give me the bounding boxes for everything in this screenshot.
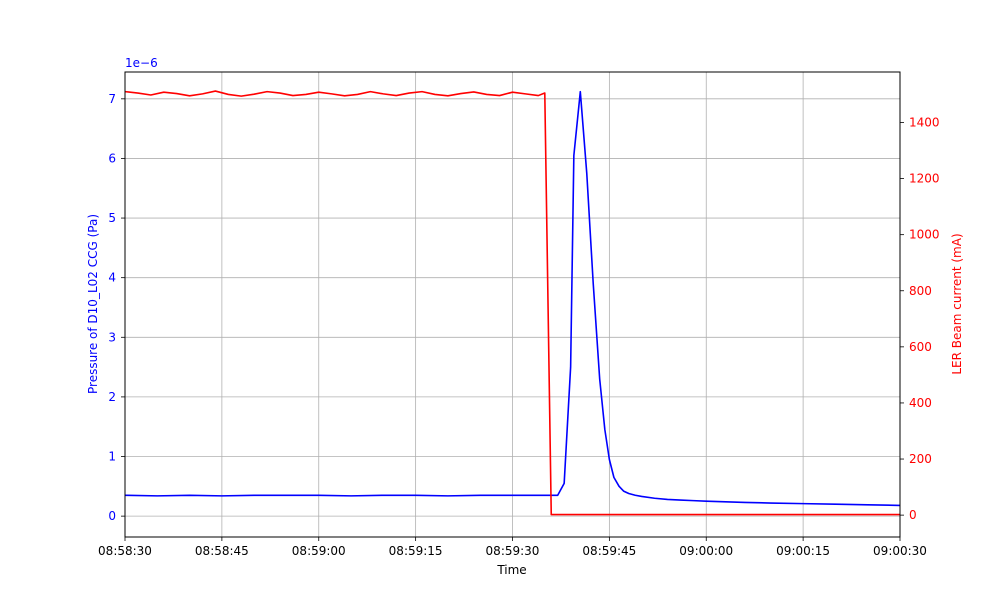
x-tick-label: 09:00:15 xyxy=(776,544,830,558)
right-y-tick-label: 1000 xyxy=(909,228,940,242)
pressure-line xyxy=(124,90,901,507)
x-tick-label: 09:00:00 xyxy=(679,544,733,558)
right-y-axis-title: LER Beam current (mA) xyxy=(950,233,964,374)
x-axis-title: Time xyxy=(496,563,526,577)
right-y-tick-label: 0 xyxy=(909,508,917,522)
x-tick-label: 08:59:30 xyxy=(486,544,540,558)
x-axis: 08:58:30 08:58:45 08:59:00 08:59:15 08:59:30… xyxy=(98,537,927,558)
x-tick-label: 09:00:30 xyxy=(873,544,927,558)
left-y-tick-label: 1 xyxy=(108,450,116,464)
left-y-axis-exponent: 1e−6 xyxy=(125,56,158,70)
right-y-tick-label: 400 xyxy=(909,396,932,410)
left-y-tick-label: 5 xyxy=(108,211,116,225)
left-y-tick-label: 6 xyxy=(108,151,116,165)
right-y-tick-label: 1200 xyxy=(909,172,940,186)
left-y-tick-label: 3 xyxy=(108,330,116,344)
left-y-tick-label: 2 xyxy=(108,390,116,404)
right-y-axis: 0 200 400 600 800 1000 1200 1400 xyxy=(900,115,940,522)
left-y-tick-label: 7 xyxy=(108,92,116,106)
grid-lines xyxy=(124,72,901,537)
x-tick-label: 08:58:45 xyxy=(195,544,249,558)
right-y-tick-label: 600 xyxy=(909,340,932,354)
left-y-axis: 0 1 2 3 4 5 6 7 xyxy=(108,92,125,523)
right-y-tick-label: 800 xyxy=(909,284,932,298)
left-y-axis-title: Pressure of D10_L02 CCG (Pa) xyxy=(86,214,100,394)
x-tick-label: 08:58:30 xyxy=(98,544,152,558)
left-y-tick-label: 4 xyxy=(108,271,116,285)
beam-current-line xyxy=(124,90,900,516)
left-y-tick-label: 0 xyxy=(108,509,116,523)
x-tick-label: 08:59:00 xyxy=(292,544,346,558)
right-y-tick-label: 200 xyxy=(909,452,932,466)
x-tick-label: 08:59:15 xyxy=(389,544,443,558)
x-tick-label: 08:59:45 xyxy=(582,544,636,558)
series-layer xyxy=(124,90,901,516)
right-y-tick-label: 1400 xyxy=(909,115,940,129)
